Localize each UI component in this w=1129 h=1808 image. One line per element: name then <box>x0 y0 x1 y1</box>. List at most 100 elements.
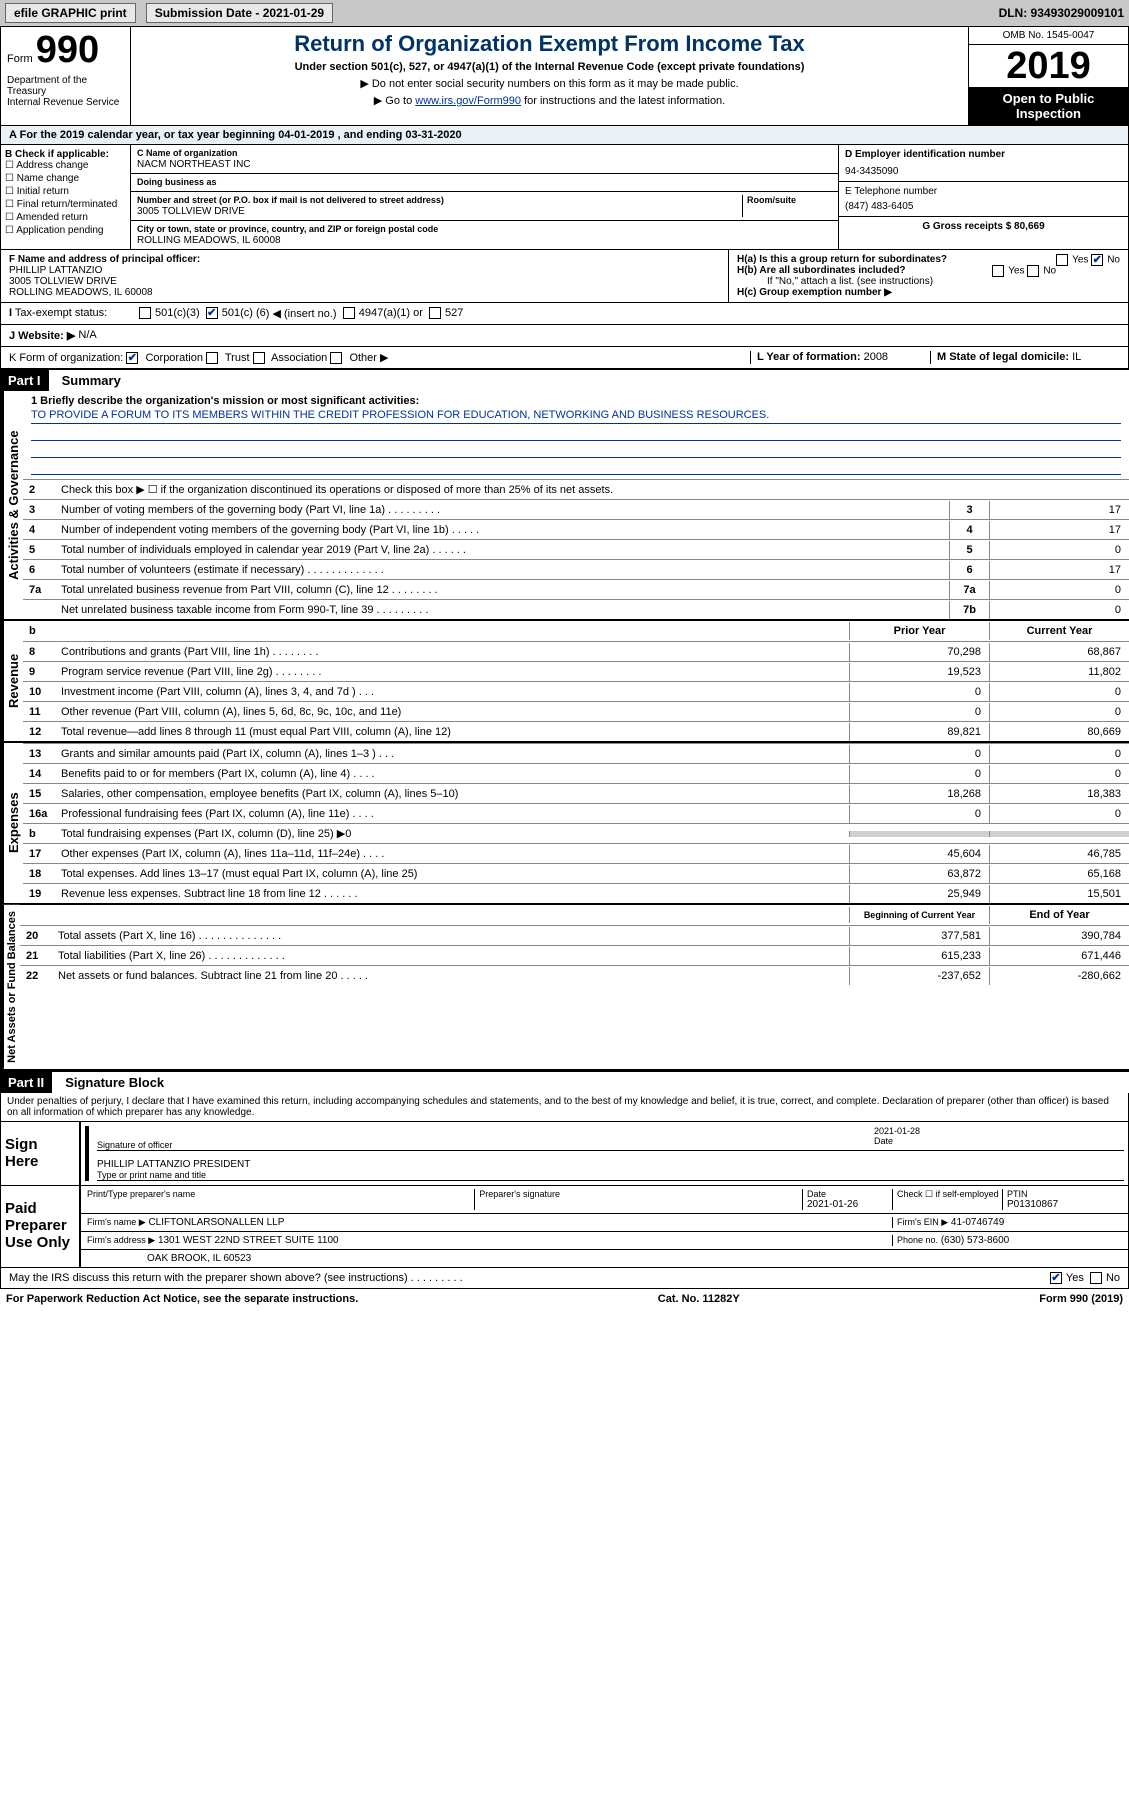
e-label: E Telephone number <box>845 186 937 197</box>
i-501c[interactable] <box>206 307 218 319</box>
data-line: 11Other revenue (Part VIII, column (A), … <box>23 701 1129 721</box>
i-527[interactable] <box>429 307 441 319</box>
c-name-label: C Name of organization <box>137 148 238 158</box>
gov-line: 3Number of voting members of the governi… <box>23 499 1129 519</box>
paid-preparer-block: Paid Preparer Use Only Print/Type prepar… <box>0 1186 1129 1268</box>
k-other[interactable] <box>330 352 342 364</box>
gov-line: 4Number of independent voting members of… <box>23 519 1129 539</box>
k-label: K Form of organization: <box>9 352 123 364</box>
paid-prep: Paid Preparer Use Only <box>1 1186 81 1267</box>
k-trust[interactable] <box>206 352 218 364</box>
sig-officer-label: Signature of officer <box>97 1126 874 1150</box>
instr-2: ▶ Go to www.irs.gov/Form990 for instruct… <box>141 94 958 107</box>
year-formed: 2008 <box>864 351 888 363</box>
subtitle: Under section 501(c), 527, or 4947(a)(1)… <box>141 61 958 73</box>
curr-year-hdr: Current Year <box>989 622 1129 640</box>
data-line: 22Net assets or fund balances. Subtract … <box>20 965 1129 985</box>
hb-label: H(b) Are all subordinates included? <box>737 265 906 276</box>
data-line: 13Grants and similar amounts paid (Part … <box>23 743 1129 763</box>
side-exp: Expenses <box>2 743 23 903</box>
m-label: M State of legal domicile: <box>937 351 1069 363</box>
discuss-no[interactable] <box>1090 1272 1102 1284</box>
row-klm: K Form of organization: Corporation Trus… <box>0 347 1129 369</box>
gov-line: 7aTotal unrelated business revenue from … <box>23 579 1129 599</box>
form-title: Return of Organization Exempt From Incom… <box>141 31 958 57</box>
gov-line: 6Total number of volunteers (estimate if… <box>23 559 1129 579</box>
side-net: Net Assets or Fund Balances <box>2 905 20 1069</box>
sign-here-block: Sign Here Signature of officer 2021-01-2… <box>0 1122 1129 1186</box>
part-i-header: Part I Summary <box>0 369 1129 391</box>
topbar: efile GRAPHIC print Submission Date - 20… <box>0 0 1129 26</box>
info-grid: B Check if applicable: ☐ Address change … <box>0 145 1129 250</box>
org-name: NACM NORTHEAST INC <box>137 159 832 170</box>
self-emp: Check ☐ if self-employed <box>892 1189 1002 1210</box>
part-ii-header: Part II Signature Block <box>0 1071 1129 1093</box>
end-year-hdr: End of Year <box>989 906 1129 924</box>
b-header: B Check if applicable: <box>5 149 109 160</box>
k-corp[interactable] <box>126 352 138 364</box>
irs-link[interactable]: www.irs.gov/Form990 <box>415 95 521 107</box>
gov-line: Net unrelated business taxable income fr… <box>23 599 1129 619</box>
gov-line: 5Total number of individuals employed in… <box>23 539 1129 559</box>
data-line: 18Total expenses. Add lines 13–17 (must … <box>23 863 1129 883</box>
efile-button[interactable]: efile GRAPHIC print <box>5 3 136 23</box>
phone: (847) 483-6405 <box>845 201 1122 212</box>
hb-yes[interactable] <box>992 265 1004 277</box>
sig-date: 2021-01-28 <box>874 1126 1124 1136</box>
street-label: Number and street (or P.O. box if mail i… <box>137 195 444 205</box>
data-line: 12Total revenue—add lines 8 through 11 (… <box>23 721 1129 741</box>
row-f-h: F Name and address of principal officer:… <box>0 250 1129 303</box>
data-line: 21Total liabilities (Part X, line 26) . … <box>20 945 1129 965</box>
data-line: 8Contributions and grants (Part VIII, li… <box>23 641 1129 661</box>
discuss-yes[interactable] <box>1050 1272 1062 1284</box>
hb-no[interactable] <box>1027 265 1039 277</box>
officer-street: 3005 TOLLVIEW DRIVE <box>9 276 117 287</box>
data-line: 10Investment income (Part VIII, column (… <box>23 681 1129 701</box>
gov-line: 2Check this box ▶ ☐ if the organization … <box>23 479 1129 499</box>
col-b: B Check if applicable: ☐ Address change … <box>1 145 131 249</box>
row-i: I Tax-exempt status: 501(c)(3) 501(c) (6… <box>0 303 1129 325</box>
k-assoc[interactable] <box>253 352 265 364</box>
side-gov: Activities & Governance <box>2 391 23 619</box>
sign-here: Sign Here <box>1 1122 81 1185</box>
form-number: 990 <box>36 29 99 71</box>
data-line: 16aProfessional fundraising fees (Part I… <box>23 803 1129 823</box>
officer-name: PHILLIP LATTANZIO <box>9 265 102 276</box>
city-label: City or town, state or province, country… <box>137 224 438 234</box>
tax-year: 2019 <box>969 45 1128 87</box>
form-word: Form <box>7 53 33 65</box>
footer: For Paperwork Reduction Act Notice, see … <box>0 1289 1129 1309</box>
firm-addr: 1301 WEST 22ND STREET SUITE 1100 <box>158 1235 339 1246</box>
firm-phone: (630) 573-8600 <box>941 1235 1009 1246</box>
data-line: 19Revenue less expenses. Subtract line 1… <box>23 883 1129 903</box>
state: IL <box>1072 351 1081 363</box>
mission-label: 1 Briefly describe the organization's mi… <box>31 395 419 407</box>
ein: 94-3435090 <box>845 166 1122 177</box>
f-label: F Name and address of principal officer: <box>9 254 200 265</box>
g-gross: G Gross receipts $ 80,669 <box>922 221 1044 232</box>
street: 3005 TOLLVIEW DRIVE <box>137 206 742 217</box>
omb: OMB No. 1545-0047 <box>969 27 1128 45</box>
governance-section: Activities & Governance 1 Briefly descri… <box>0 391 1129 621</box>
prep-date: 2021-01-26 <box>807 1199 892 1210</box>
data-line: 15Salaries, other compensation, employee… <box>23 783 1129 803</box>
firm-name: CLIFTONLARSONALLEN LLP <box>148 1217 284 1228</box>
department: Department of the Treasury Internal Reve… <box>7 75 124 108</box>
data-line: 14Benefits paid to or for members (Part … <box>23 763 1129 783</box>
ha-yes[interactable] <box>1056 254 1068 266</box>
city: ROLLING MEADOWS, IL 60008 <box>137 235 832 246</box>
rev-b: b <box>23 625 57 637</box>
hb2: If "No," attach a list. (see instruction… <box>737 276 1120 287</box>
i-4947[interactable] <box>343 307 355 319</box>
discuss-row: May the IRS discuss this return with the… <box>0 1268 1129 1289</box>
website: N/A <box>78 329 96 342</box>
ptin: P01310867 <box>1007 1199 1122 1210</box>
dln: DLN: 93493029009101 <box>999 6 1124 20</box>
i-501c3[interactable] <box>139 307 151 319</box>
firm-addr2: OAK BROOK, IL 60523 <box>87 1253 1122 1264</box>
officer-city: ROLLING MEADOWS, IL 60008 <box>9 287 153 298</box>
ha-no[interactable] <box>1091 254 1103 266</box>
l-label: L Year of formation: <box>757 351 861 363</box>
officer-sig-name: PHILLIP LATTANZIO PRESIDENT <box>97 1159 1124 1170</box>
d-label: D Employer identification number <box>845 149 1005 160</box>
